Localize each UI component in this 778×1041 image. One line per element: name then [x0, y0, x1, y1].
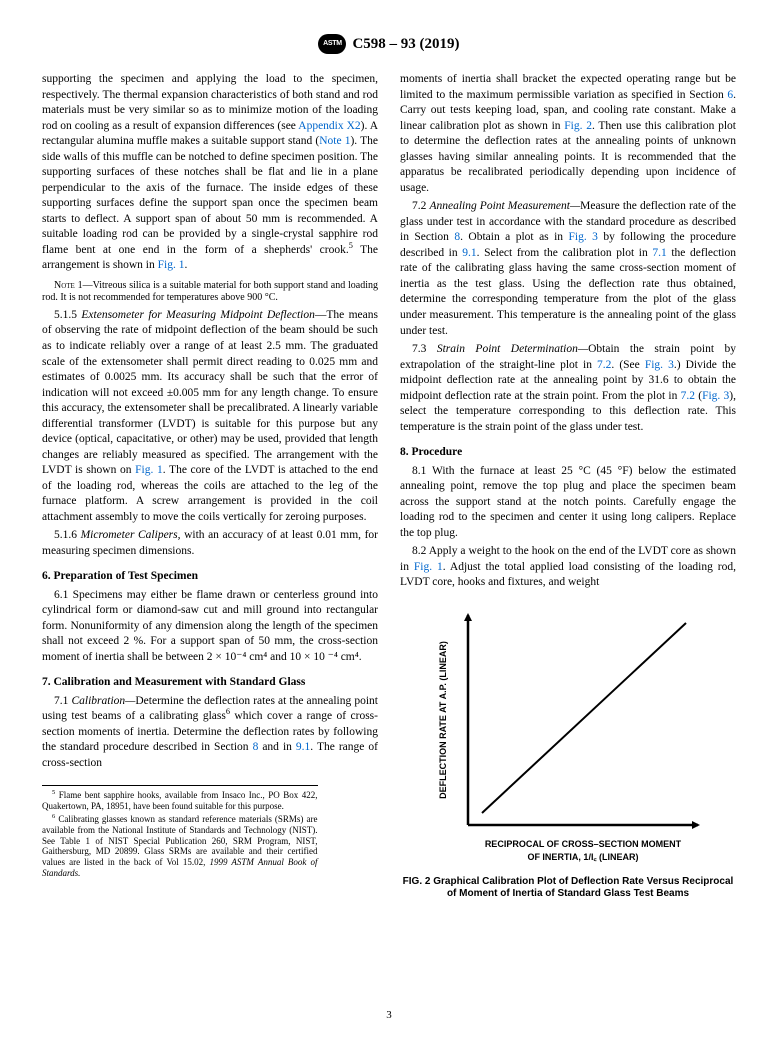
- para-8-2: 8.2 Apply a weight to the hook on the en…: [400, 544, 736, 591]
- para-8-1: 8.1 With the furnace at least 25 °C (45 …: [400, 464, 736, 542]
- astm-logo: ASTM: [318, 34, 346, 54]
- doc-id: C598 – 93 (2019): [352, 34, 459, 54]
- figure-2: DEFLECTION RATE AT A.P. (LINEAR) RECIPROC…: [400, 605, 736, 901]
- link-fig-1-c[interactable]: Fig. 1: [414, 561, 443, 573]
- link-note-1[interactable]: Note 1: [319, 135, 350, 147]
- heading-7: 7. Calibration and Measurement with Stan…: [42, 675, 378, 691]
- link-fig-1-b[interactable]: Fig. 1: [135, 464, 163, 476]
- link-7-1[interactable]: 7.1: [652, 247, 666, 259]
- calibration-plot: DEFLECTION RATE AT A.P. (LINEAR) RECIPROC…: [418, 605, 718, 870]
- para-7-2: 7.2 Annealing Point Measurement—Measure …: [400, 199, 736, 339]
- note-1: Note 1—Vitreous silica is a suitable mat…: [42, 280, 378, 305]
- heading-6: 6. Preparation of Test Specimen: [42, 569, 378, 585]
- link-9-1-b[interactable]: 9.1: [462, 247, 476, 259]
- footnote-5: 5 Flame bent sapphire hooks, available f…: [42, 790, 318, 812]
- footnote-6: 6 Calibrating glasses known as standard …: [42, 814, 318, 879]
- para-5-1-5: 5.1.5 Extensometer for Measuring Midpoin…: [42, 308, 378, 525]
- link-fig-1[interactable]: Fig. 1: [158, 259, 185, 271]
- svg-text:DEFLECTION RATE AT A.P. (LINEA: DEFLECTION RATE AT A.P. (LINEAR): [438, 641, 448, 799]
- page-number: 3: [0, 1008, 778, 1023]
- para-5-1-4-cont: supporting the specimen and applying the…: [42, 72, 378, 274]
- para-7-1-cont: moments of inertia shall bracket the exp…: [400, 72, 736, 196]
- link-fig-3-b[interactable]: Fig. 3: [645, 359, 674, 371]
- heading-8: 8. Procedure: [400, 445, 736, 461]
- footnotes: 5 Flame bent sapphire hooks, available f…: [42, 785, 318, 878]
- svg-text:OF INERTIA, 1/I꜀ (LINEAR): OF INERTIA, 1/I꜀ (LINEAR): [527, 852, 638, 862]
- svg-text:RECIPROCAL OF CROSS–SECTION MO: RECIPROCAL OF CROSS–SECTION MOMENT: [485, 839, 682, 849]
- page-header: ASTM C598 – 93 (2019): [42, 34, 736, 54]
- para-5-1-6: 5.1.6 Micrometer Calipers, with an accur…: [42, 528, 378, 559]
- link-9-1[interactable]: 9.1: [296, 741, 310, 753]
- fig-2-caption: FIG. 2 Graphical Calibration Plot of Def…: [400, 876, 736, 901]
- two-column-body: supporting the specimen and applying the…: [42, 72, 736, 904]
- link-fig-3[interactable]: Fig. 3: [569, 231, 598, 243]
- link-7-2[interactable]: 7.2: [597, 359, 611, 371]
- para-7-3: 7.3 Strain Point Determination—Obtain th…: [400, 342, 736, 435]
- para-7-1: 7.1 Calibration—Determine the deflection…: [42, 694, 378, 772]
- link-7-2-b[interactable]: 7.2: [681, 390, 695, 402]
- link-fig-2[interactable]: Fig. 2: [564, 120, 592, 132]
- para-6-1: 6.1 Specimens may either be flame drawn …: [42, 588, 378, 666]
- link-appendix-x2[interactable]: Appendix X2: [298, 120, 360, 132]
- link-fig-3-c[interactable]: Fig. 3: [702, 390, 729, 402]
